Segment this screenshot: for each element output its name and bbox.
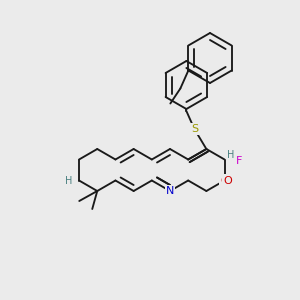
Text: N: N <box>166 186 174 196</box>
Text: F: F <box>236 157 243 166</box>
Text: H: H <box>65 176 73 185</box>
Text: S: S <box>191 124 198 134</box>
Text: H: H <box>227 149 234 160</box>
Text: O: O <box>223 176 232 185</box>
Text: O: O <box>220 176 229 185</box>
Text: N: N <box>166 186 174 196</box>
